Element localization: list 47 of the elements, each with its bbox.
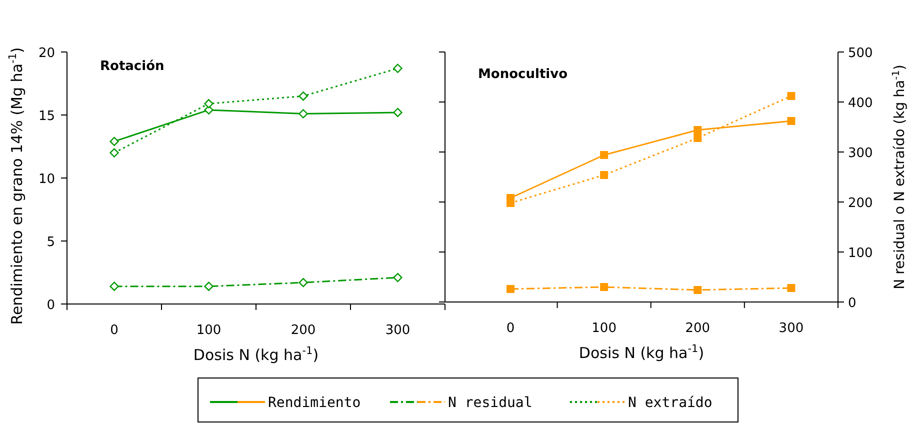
x-tick-label: 100 (196, 323, 222, 338)
point (694, 126, 702, 134)
x-axis-title: Dosis N (kg ha$^{-1}$) (193, 345, 319, 364)
point (787, 117, 796, 125)
x-tick-label: 300 (385, 323, 410, 338)
legend-label: N residual (448, 395, 532, 411)
point (110, 136, 119, 146)
y-tick-label: 0 (46, 298, 55, 313)
y-tick-label: 5 (46, 235, 55, 250)
point (110, 148, 119, 158)
legend-label: Rendimiento (268, 395, 361, 411)
point (204, 282, 214, 291)
point (694, 134, 702, 142)
y-tick-label: 10 (38, 172, 55, 187)
y2-tick-label: 100 (848, 246, 873, 261)
x-tick-label: 0 (506, 321, 515, 336)
point (600, 151, 608, 159)
point (787, 92, 796, 100)
y2-tick-label: 400 (848, 96, 873, 111)
point (600, 171, 608, 179)
y2-tick-label: 0 (848, 296, 856, 311)
y-tick-label: 15 (38, 109, 55, 124)
x-tick-label: 0 (110, 323, 118, 338)
y2-tick-label: 500 (848, 46, 873, 61)
point (506, 285, 514, 293)
point (787, 284, 796, 292)
y2-tick-label: 300 (848, 146, 873, 161)
point (298, 92, 308, 101)
x-tick-label: 300 (778, 321, 804, 336)
point (298, 278, 308, 288)
point (694, 286, 702, 294)
point (393, 108, 402, 118)
point (600, 283, 608, 291)
y2-tick-label: 200 (848, 196, 873, 211)
x-axis-title: Dosis N (kg ha$^{-1}$) (578, 343, 704, 362)
x-tick-label: 200 (685, 321, 710, 336)
point (393, 272, 402, 282)
y-tick-label: 20 (38, 46, 55, 61)
point (110, 282, 119, 291)
point (298, 109, 308, 118)
text: Rotación (100, 59, 164, 74)
text: Monocultivo (478, 67, 568, 82)
legend-label: N extraído (628, 395, 712, 411)
point (393, 64, 402, 73)
x-tick-label: 200 (290, 323, 316, 338)
x-tick-label: 100 (592, 321, 616, 336)
point (204, 99, 214, 108)
